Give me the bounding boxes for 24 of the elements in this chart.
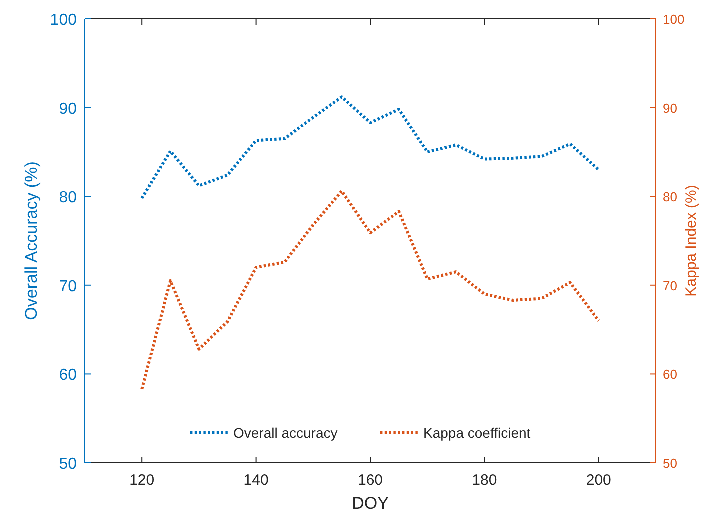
y2-tick-label: 90 (663, 100, 678, 116)
y2-tick-label: 70 (663, 278, 678, 294)
y2-axis-title: Kappa Index (%) (683, 185, 700, 297)
y2-tick-label: 50 (663, 456, 678, 471)
y2-tick-label: 80 (663, 190, 678, 205)
x-tick-label: 200 (586, 472, 612, 489)
y-tick-label: 60 (59, 367, 78, 384)
line-series (140, 96, 600, 200)
x-tick-label: 140 (244, 472, 269, 489)
legend-label: Overall accuracy (234, 425, 338, 441)
x-tick-label: 120 (130, 472, 155, 489)
y-tick-label: 70 (59, 278, 78, 296)
y-tick-label: 80 (59, 190, 78, 207)
y-tick-label: 90 (59, 100, 78, 118)
y2-tick-label: 100 (663, 12, 685, 27)
legend-label: Kappa coefficient (424, 425, 531, 441)
x-axis-title: DOY (352, 494, 389, 513)
x-tick-label: 160 (358, 472, 384, 489)
line-series (140, 190, 600, 391)
y2-tick-label: 60 (663, 367, 678, 382)
y-tick-label: 50 (59, 456, 78, 473)
y-tick-label: 100 (50, 12, 78, 29)
x-tick-label: 180 (472, 472, 498, 489)
y-axis-title: Overall Accuracy (%) (22, 162, 41, 320)
